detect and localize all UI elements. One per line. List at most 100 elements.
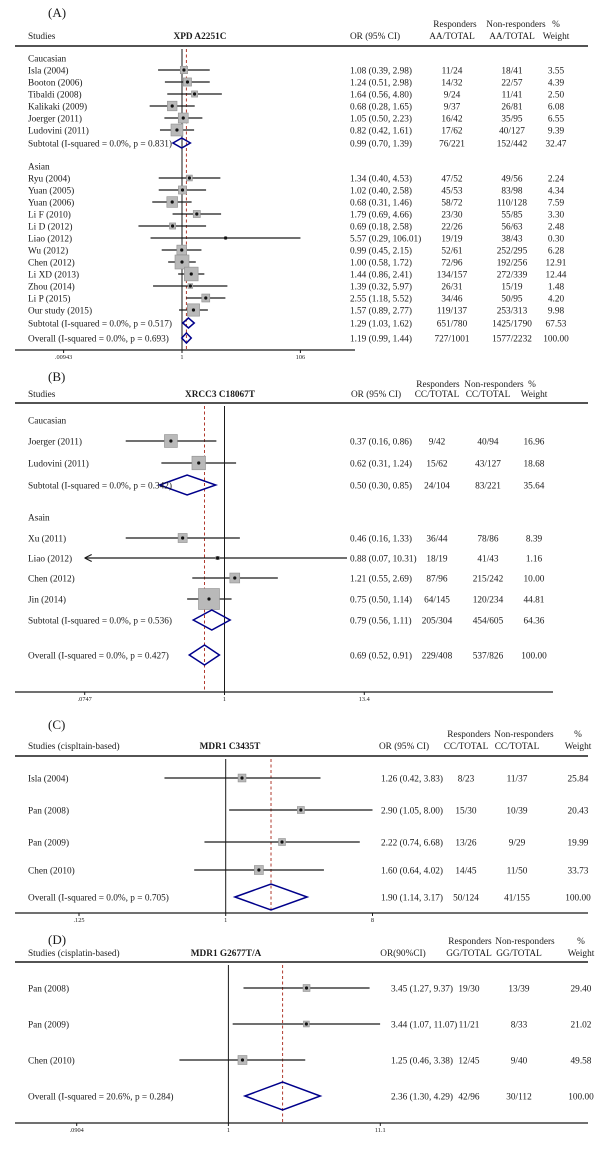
study-label: Yuan (2005) — [28, 185, 74, 196]
column-header-or: OR (95% CI) — [350, 31, 400, 42]
column-header-weight: Weight — [565, 742, 592, 752]
column-header-studies: Studies — [28, 390, 56, 400]
nonresponders-value: 9/40 — [511, 1056, 528, 1066]
weight-value: 4.39 — [548, 78, 565, 88]
responders-value: 64/145 — [424, 595, 450, 605]
nonresponders-value: 30/112 — [506, 1092, 532, 1102]
weight-value: 9.39 — [548, 126, 565, 136]
weight-value: 16.96 — [524, 437, 545, 447]
effect-marker — [181, 116, 185, 120]
nonresponders-value: 55/85 — [501, 210, 523, 220]
or-value: 0.79 (0.56, 1.11) — [350, 615, 412, 626]
column-header-studies: Studies — [28, 32, 56, 42]
or-value: 0.75 (0.50, 1.14) — [350, 594, 412, 605]
axis-tick-label: 13.4 — [359, 696, 371, 703]
weight-value: 10.00 — [524, 574, 545, 584]
responders-value: 34/46 — [441, 294, 463, 304]
or-value: 2.55 (1.18, 5.52) — [350, 293, 412, 304]
responders-value: 19/30 — [458, 984, 480, 994]
effect-marker — [191, 308, 196, 312]
study-label: Ludovini (2011) — [28, 125, 89, 136]
weight-value: 12.91 — [546, 258, 567, 268]
responders-value: 36/44 — [426, 534, 448, 544]
effect-marker — [185, 80, 190, 84]
responders-value: 9/37 — [444, 102, 461, 112]
effect-marker — [170, 224, 175, 228]
weight-value: 100.00 — [543, 334, 569, 344]
column-header-nonresp-frac: CC/TOTAL — [495, 742, 540, 752]
pooled-diamond — [187, 644, 221, 666]
or-value: 5.57 (0.29, 106.01) — [350, 233, 421, 244]
axis-tick-label: .0904 — [70, 1127, 85, 1134]
nonresponders-value: 83/98 — [501, 186, 523, 196]
effect-marker — [240, 776, 244, 780]
study-label: Li F (2010) — [28, 209, 71, 220]
or-value: 1.24 (0.51, 2.98) — [350, 77, 412, 88]
nonresponders-value: 40/94 — [477, 437, 499, 447]
column-header-nonresponders: Non-responders — [495, 937, 555, 947]
gene-title: XRCC3 C18067T — [185, 390, 256, 400]
column-header-nonresponders: Non-responders — [486, 20, 546, 30]
study-label: Isla (2004) — [28, 65, 69, 76]
effect-marker — [180, 188, 185, 192]
axis-tick-label: 1 — [223, 696, 226, 703]
study-label: Ludovini (2011) — [28, 458, 89, 469]
overall-label: Overall (I-squared = 0.0%, p = 0.705) — [28, 892, 169, 903]
study-label: Li P (2015) — [28, 293, 71, 304]
section-label: Caucasian — [28, 416, 67, 426]
nonresponders-value: 9/29 — [509, 838, 526, 848]
effect-marker — [216, 556, 220, 560]
weight-value: 35.64 — [524, 481, 545, 491]
axis-tick-label: 106 — [296, 354, 305, 361]
axis-tick-label: .125 — [73, 917, 84, 924]
column-header-percent: % — [577, 937, 585, 947]
or-value: 1.39 (0.32, 5.97) — [350, 281, 412, 292]
column-header-resp-frac: CC/TOTAL — [415, 390, 460, 400]
nonresponders-value: 11/41 — [502, 90, 523, 100]
weight-value: 1.48 — [548, 282, 565, 292]
or-value: 0.62 (0.31, 1.24) — [350, 458, 412, 469]
nonresponders-value: 192/256 — [497, 258, 528, 268]
weight-value: 67.53 — [546, 319, 567, 329]
or-value: 1.79 (0.69, 4.66) — [350, 209, 412, 220]
responders-value: 205/304 — [422, 616, 453, 626]
column-header-resp-frac: AA/TOTAL — [429, 32, 475, 42]
weight-value: 19.99 — [568, 838, 589, 848]
effect-marker — [180, 260, 184, 264]
responders-value: 76/221 — [439, 139, 465, 149]
effect-marker — [187, 176, 192, 180]
nonresponders-value: 56/63 — [501, 222, 523, 232]
nonresponders-value: 83/221 — [475, 481, 501, 491]
nonresponders-value: 11/37 — [507, 774, 528, 784]
or-value: 1.90 (1.14, 3.17) — [381, 892, 443, 903]
effect-marker — [233, 576, 237, 580]
nonresponders-value: 40/127 — [499, 126, 525, 136]
study-label: Li D (2012) — [28, 221, 72, 232]
pooled-diamond — [181, 317, 196, 329]
overall-label: Overall (I-squared = 20.6%, p = 0.284) — [28, 1091, 174, 1102]
effect-marker — [304, 986, 309, 990]
study-label: Pan (2009) — [28, 1019, 69, 1030]
nonresponders-value: 215/242 — [473, 574, 504, 584]
nonresponders-value: 41/43 — [477, 554, 499, 564]
column-header-percent: % — [552, 20, 560, 30]
effect-marker — [170, 200, 174, 204]
study-label: Tibaldi (2008) — [28, 89, 82, 100]
or-value: 1.29 (1.03, 1.62) — [350, 318, 412, 329]
weight-value: 6.28 — [548, 246, 565, 256]
or-value: 3.45 (1.27, 9.37) — [391, 983, 453, 994]
axis-tick-label: 1 — [180, 354, 183, 361]
nonresponders-value: 15/19 — [501, 282, 523, 292]
or-value: 0.50 (0.30, 0.85) — [350, 480, 412, 491]
or-value: 0.69 (0.18, 2.58) — [350, 221, 412, 232]
responders-value: 9/24 — [444, 90, 461, 100]
effect-marker — [224, 236, 228, 240]
study-label: Liao (2012) — [28, 233, 72, 244]
or-value: 0.68 (0.28, 1.65) — [350, 101, 412, 112]
weight-value: 6.55 — [548, 114, 565, 124]
responders-value: 50/124 — [453, 893, 479, 903]
or-value: 1.57 (0.89, 2.77) — [350, 305, 412, 316]
responders-value: 15/30 — [455, 806, 477, 816]
weight-value: 0.30 — [548, 234, 565, 244]
